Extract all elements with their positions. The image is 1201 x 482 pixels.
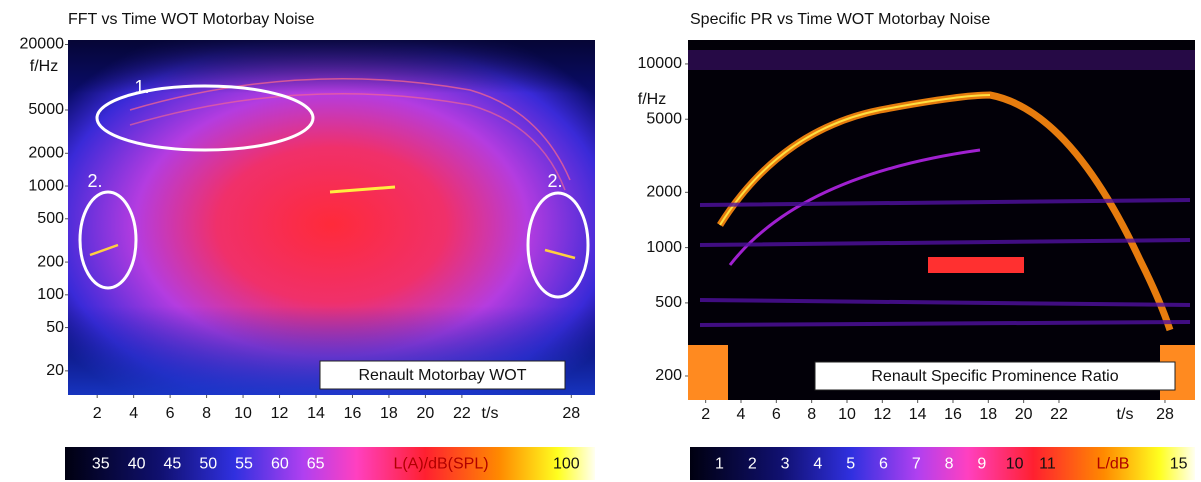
colorbar-label: L/dB xyxy=(1097,456,1130,473)
colorbar-tick-label: 40 xyxy=(128,456,146,473)
x-tick-label: 28 xyxy=(1156,406,1174,423)
x-tick-label: 14 xyxy=(909,406,927,423)
x-tick-label: 4 xyxy=(129,405,138,422)
chart-title: FFT vs Time WOT Motorbay Noise xyxy=(68,11,315,28)
annotation-ellipse xyxy=(78,190,138,290)
colorbar-tick-label: 65 xyxy=(307,456,325,473)
colorbar-tick-label: 7 xyxy=(912,456,921,473)
colorbar-tick-label: 1 xyxy=(715,456,724,473)
y-tick-label: 5000 xyxy=(646,110,682,127)
colorbar-tick-label: 3 xyxy=(781,456,790,473)
colorbar-tick-label: 8 xyxy=(945,456,954,473)
y-tick-label: 200 xyxy=(655,367,682,384)
x-tick-label: 14 xyxy=(307,405,325,422)
y-tick-label: 5000 xyxy=(28,101,64,118)
prominence-image xyxy=(688,40,1195,400)
colorbar-tick-label: 15 xyxy=(1170,456,1188,473)
y-tick-label: 100 xyxy=(37,286,64,303)
x-tick-label: 12 xyxy=(873,406,891,423)
y-axis-label: f/Hz xyxy=(638,91,666,108)
x-tick-label: 8 xyxy=(202,405,211,422)
x-tick-label: 2 xyxy=(701,406,710,423)
x-tick-label: 2 xyxy=(93,405,102,422)
x-tick-label: 12 xyxy=(271,405,289,422)
chart-title: Specific PR vs Time WOT Motorbay Noise xyxy=(690,11,990,28)
colorbar-tick-label: 5 xyxy=(846,456,855,473)
x-tick-label: 20 xyxy=(1015,406,1033,423)
colorbar-tick-label: 6 xyxy=(879,456,888,473)
x-tick-label: 28 xyxy=(562,405,580,422)
colorbar-tick-label: 10 xyxy=(1006,456,1024,473)
x-tick-label: 20 xyxy=(417,405,435,422)
annotation: 1. xyxy=(134,77,149,97)
y-tick-label: 2000 xyxy=(646,184,682,201)
x-tick-label: 10 xyxy=(838,406,856,423)
y-tick-label: 50 xyxy=(46,319,64,336)
y-tick-label: 1000 xyxy=(646,239,682,256)
y-tick-label: 1000 xyxy=(28,177,64,194)
label-box xyxy=(814,361,1176,391)
colorbar-tick-label: 60 xyxy=(271,456,289,473)
annotation: 2. xyxy=(547,171,562,191)
colorbar-tick-label: 11 xyxy=(1039,456,1056,473)
y-tick-label: 2000 xyxy=(28,145,64,162)
colorbar-tick-label: 45 xyxy=(164,456,182,473)
colorbar-tick-label: 4 xyxy=(813,456,822,473)
x-tick-label: 6 xyxy=(772,406,781,423)
y-tick-label: 10000 xyxy=(638,55,683,72)
chart-label: Renault Specific Prominence Ratio xyxy=(871,368,1118,385)
annotation: 2. xyxy=(87,171,102,191)
colorbar-tick-label: 55 xyxy=(235,456,253,473)
x-axis-label: t/s xyxy=(1117,406,1134,423)
colorbar-tick-label: 2 xyxy=(748,456,757,473)
x-tick-label: 18 xyxy=(380,405,398,422)
y-tick-label: 20000 xyxy=(20,36,65,53)
colorbar xyxy=(65,447,595,480)
annotation-ellipse xyxy=(95,84,315,152)
spectrogram-image xyxy=(68,40,595,395)
annotation-ellipse xyxy=(526,191,590,299)
y-tick-label: 500 xyxy=(37,210,64,227)
y-axis-label: f/Hz xyxy=(30,58,58,75)
x-tick-label: 4 xyxy=(737,406,746,423)
colorbar-tick-label: 100 xyxy=(553,456,580,473)
x-tick-label: 10 xyxy=(234,405,252,422)
colorbar-tick-label: 9 xyxy=(977,456,986,473)
x-tick-label: 6 xyxy=(166,405,175,422)
colorbar-tick-label: 35 xyxy=(92,456,110,473)
x-tick-label: 8 xyxy=(807,406,816,423)
colorbar xyxy=(690,447,1195,480)
colorbar-label: L(A)/dB(SPL) xyxy=(393,456,488,473)
x-tick-label: 16 xyxy=(344,405,362,422)
x-tick-label: 22 xyxy=(453,405,471,422)
label-box xyxy=(319,360,566,390)
x-tick-label: 16 xyxy=(944,406,962,423)
x-tick-label: 18 xyxy=(979,406,997,423)
y-tick-label: 500 xyxy=(655,294,682,311)
x-tick-label: 22 xyxy=(1050,406,1068,423)
y-tick-label: 200 xyxy=(37,253,64,270)
chart-label: Renault Motorbay WOT xyxy=(358,367,526,384)
colorbar-tick-label: 50 xyxy=(199,456,217,473)
x-axis-label: t/s xyxy=(482,405,499,422)
y-tick-label: 20 xyxy=(46,362,64,379)
